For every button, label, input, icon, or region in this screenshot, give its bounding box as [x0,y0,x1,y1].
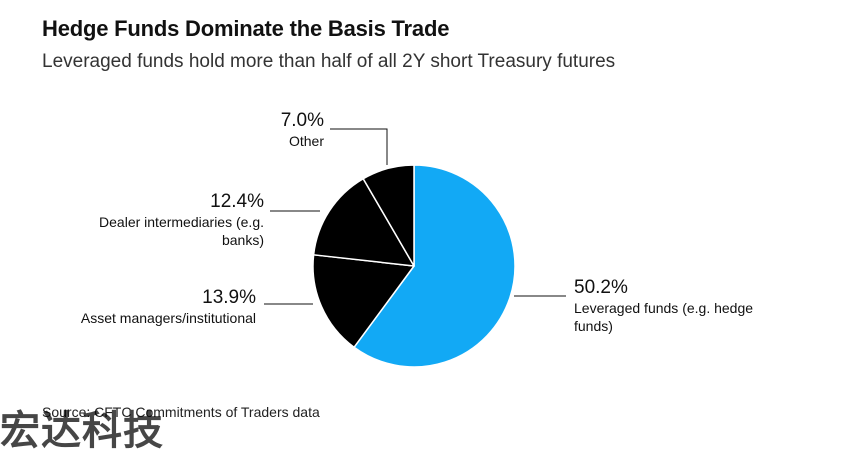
pie-slice-3 [362,164,415,267]
source-note: Source: CFTC Commitments of Traders data [42,404,320,420]
pie-slice-1 [312,254,415,349]
slice-1-value-label: 13.9% [202,287,256,308]
slice-3-category-line-1: Other [289,133,324,149]
slice-0-value-label: 50.2% [574,277,628,298]
slice-2-value-label: 12.4% [210,191,264,212]
pie-slice-0 [353,164,516,368]
pie-slices [312,164,516,368]
slice-2-category-line-1: Dealer intermediaries (e.g. [99,214,264,230]
slice-1-category-line-1: Asset managers/institutional [81,310,256,326]
pie-chart: 50.2% Leveraged funds (e.g. hedge funds)… [81,110,753,368]
leader-line-3 [330,128,388,165]
chart-subtitle: Leveraged funds hold more than half of a… [42,51,616,72]
slice-2-category-line-2: banks) [222,232,264,248]
slice-0-category-line-1: Leveraged funds (e.g. hedge [574,300,753,316]
chart-title: Hedge Funds Dominate the Basis Trade [42,16,450,41]
slice-3-value-label: 7.0% [281,110,324,131]
leader-lines [264,128,566,305]
pie-slice-2 [312,177,415,267]
slice-0-category-line-2: funds) [574,318,613,334]
watermark-logo: 宏达科技 [0,408,164,454]
